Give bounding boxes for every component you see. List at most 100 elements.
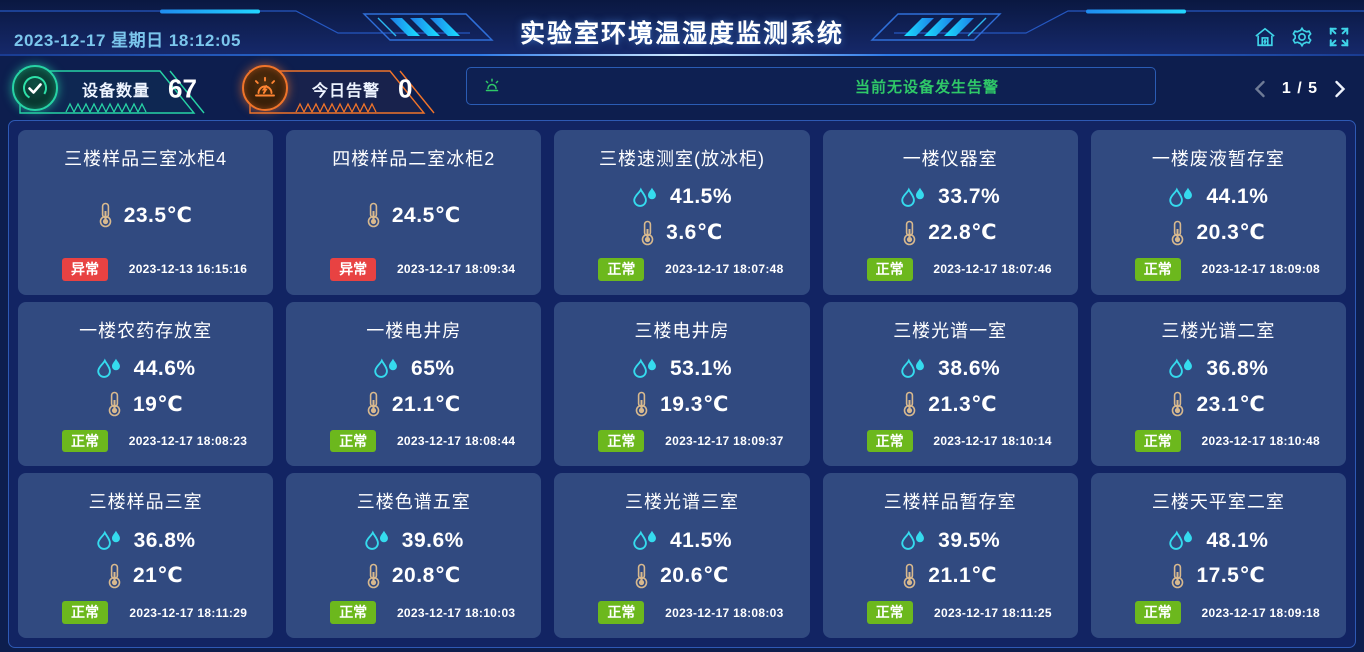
- humidity-row: 33.7%: [900, 185, 1000, 209]
- card-body: 33.7% 22.8℃: [823, 171, 1078, 258]
- card-body: 41.5% 20.6℃: [554, 514, 809, 601]
- humidity-icon: [632, 529, 658, 552]
- page-indicator: 1 / 5: [1281, 80, 1318, 97]
- next-page-arrow[interactable]: [1334, 80, 1346, 98]
- humidity-icon: [632, 186, 658, 209]
- fullscreen-icon[interactable]: [1328, 26, 1350, 48]
- prev-page-arrow[interactable]: [1254, 80, 1266, 98]
- device-card[interactable]: 三楼光谱一室 38.6%: [822, 301, 1078, 467]
- card-body: 44.6% 19℃: [18, 343, 273, 430]
- device-card[interactable]: 三楼样品暂存室 39.5%: [822, 473, 1078, 638]
- alarm-siren-icon: [242, 65, 288, 111]
- temperature-value: 21.1℃: [391, 392, 461, 416]
- device-card[interactable]: 一楼仪器室 33.7%: [822, 130, 1078, 295]
- header-toolbar: [1254, 26, 1350, 48]
- humidity-icon: [1168, 357, 1194, 380]
- status-badge: 正常: [330, 601, 377, 624]
- room-name: 三楼速测室(放冰柜): [598, 149, 765, 169]
- device-card[interactable]: 三楼速测室(放冰柜) 41.5%: [554, 130, 810, 295]
- today-alarm-label: 今日告警: [312, 83, 381, 100]
- humidity-row: 36.8%: [1168, 357, 1268, 381]
- humidity-icon: [900, 357, 926, 380]
- temperature-icon: [108, 391, 121, 417]
- temperature-icon: [903, 563, 916, 589]
- status-badge: 正常: [598, 429, 645, 453]
- humidity-row: 41.5%: [632, 185, 732, 209]
- card-timestamp: 2023-12-17 18:10:03: [396, 605, 516, 620]
- humidity-value: 48.1%: [1206, 528, 1269, 552]
- humidity-row: 39.6%: [364, 529, 464, 553]
- room-name: 一楼仪器室: [902, 149, 998, 169]
- device-card[interactable]: 四楼样品二室冰柜2 24.5℃ 异常 2023-12-17 18:09:34: [286, 130, 542, 295]
- device-card[interactable]: 三楼电井房 53.1%: [554, 301, 810, 467]
- room-name: 三楼色谱五室: [356, 492, 471, 513]
- temperature-icon: [903, 391, 916, 417]
- card-body: 36.8% 21℃: [18, 514, 273, 601]
- device-card[interactable]: 一楼电井房 65%: [286, 301, 542, 467]
- device-check-icon: [12, 65, 58, 111]
- humidity-icon: [900, 529, 926, 552]
- settings-gear-icon[interactable]: [1291, 26, 1313, 48]
- temperature-icon: [367, 391, 380, 417]
- temperature-row: 3.6℃: [641, 220, 723, 246]
- device-card[interactable]: 一楼农药存放室 44.6%: [18, 301, 274, 467]
- status-badge: 正常: [1134, 429, 1181, 453]
- device-card[interactable]: 三楼天平室二室 48.1%: [1090, 473, 1346, 638]
- card-body: 39.5% 21.1℃: [823, 514, 1078, 601]
- card-footer: 异常 2023-12-17 18:09:34: [286, 257, 541, 295]
- room-name: 一楼电井房: [366, 320, 462, 341]
- temperature-icon: [367, 202, 380, 228]
- header: 2023-12-17 星期日 18:12:05 实验室环境温湿度监测系统: [0, 0, 1364, 56]
- room-name: 三楼光谱一室: [893, 320, 1008, 341]
- room-name: 三楼样品暂存室: [883, 492, 1017, 513]
- device-card[interactable]: 一楼废液暂存室 44.1%: [1090, 130, 1346, 295]
- status-badge: 正常: [1134, 601, 1181, 624]
- device-card[interactable]: 三楼色谱五室 39.6%: [286, 473, 542, 638]
- temperature-row: 20.8℃: [367, 563, 461, 589]
- device-card[interactable]: 三楼光谱二室 36.8%: [1090, 301, 1346, 467]
- status-badge: 正常: [62, 429, 108, 453]
- temperature-value: 20.6℃: [660, 564, 729, 588]
- temperature-row: 21.1℃: [367, 391, 461, 417]
- card-footer: 正常 2023-12-17 18:07:48: [554, 257, 809, 295]
- card-body: 24.5℃: [286, 171, 541, 258]
- temperature-value: 21.1℃: [928, 564, 998, 588]
- card-timestamp: 2023-12-17 18:11:25: [934, 605, 1052, 620]
- card-footer: 正常 2023-12-17 18:09:18: [1091, 601, 1346, 638]
- card-timestamp: 2023-12-17 18:08:23: [128, 433, 248, 448]
- stats-row: 设备数量 67 今日告警 0: [0, 62, 1364, 116]
- status-badge: 正常: [866, 429, 913, 453]
- humidity-row: 41.5%: [632, 529, 732, 553]
- temperature-row: 24.5℃: [367, 202, 461, 228]
- device-card[interactable]: 三楼样品三室冰柜4 23.5℃ 异常 2023-12-13 16:15:16: [18, 130, 274, 295]
- device-card[interactable]: 三楼光谱三室 41.5%: [554, 473, 810, 638]
- humidity-row: 38.6%: [900, 357, 1000, 381]
- room-name: 三楼天平室二室: [1151, 492, 1285, 513]
- humidity-row: 44.6%: [96, 357, 196, 381]
- humidity-value: 36.8%: [1206, 356, 1269, 380]
- card-body: 38.6% 21.3℃: [823, 343, 1078, 430]
- card-body: 41.5% 3.6℃: [554, 171, 809, 258]
- card-footer: 正常 2023-12-17 18:08:03: [554, 601, 809, 638]
- card-footer: 正常 2023-12-17 18:08:44: [286, 429, 541, 467]
- temperature-icon: [1171, 220, 1184, 246]
- humidity-value: 44.1%: [1206, 185, 1269, 209]
- temperature-row: 19℃: [108, 391, 183, 417]
- room-name: 一楼废液暂存室: [1151, 149, 1285, 169]
- humidity-value: 33.7%: [938, 185, 1001, 209]
- humidity-icon: [900, 186, 926, 209]
- temperature-value: 22.8℃: [928, 221, 998, 245]
- status-badge: 正常: [866, 257, 913, 281]
- humidity-icon: [96, 529, 122, 552]
- humidity-value: 41.5%: [669, 528, 733, 552]
- temperature-row: 21.3℃: [903, 391, 997, 417]
- home-icon[interactable]: [1254, 26, 1276, 48]
- humidity-row: 48.1%: [1168, 529, 1268, 553]
- temperature-icon: [635, 391, 648, 417]
- card-body: 39.6% 20.8℃: [286, 514, 541, 601]
- card-footer: 正常 2023-12-17 18:10:03: [286, 601, 541, 638]
- temperature-row: 17.5℃: [1171, 563, 1265, 589]
- card-timestamp: 2023-12-17 18:09:18: [1201, 605, 1320, 620]
- humidity-icon: [364, 529, 390, 552]
- device-card[interactable]: 三楼样品三室 36.8%: [18, 473, 274, 638]
